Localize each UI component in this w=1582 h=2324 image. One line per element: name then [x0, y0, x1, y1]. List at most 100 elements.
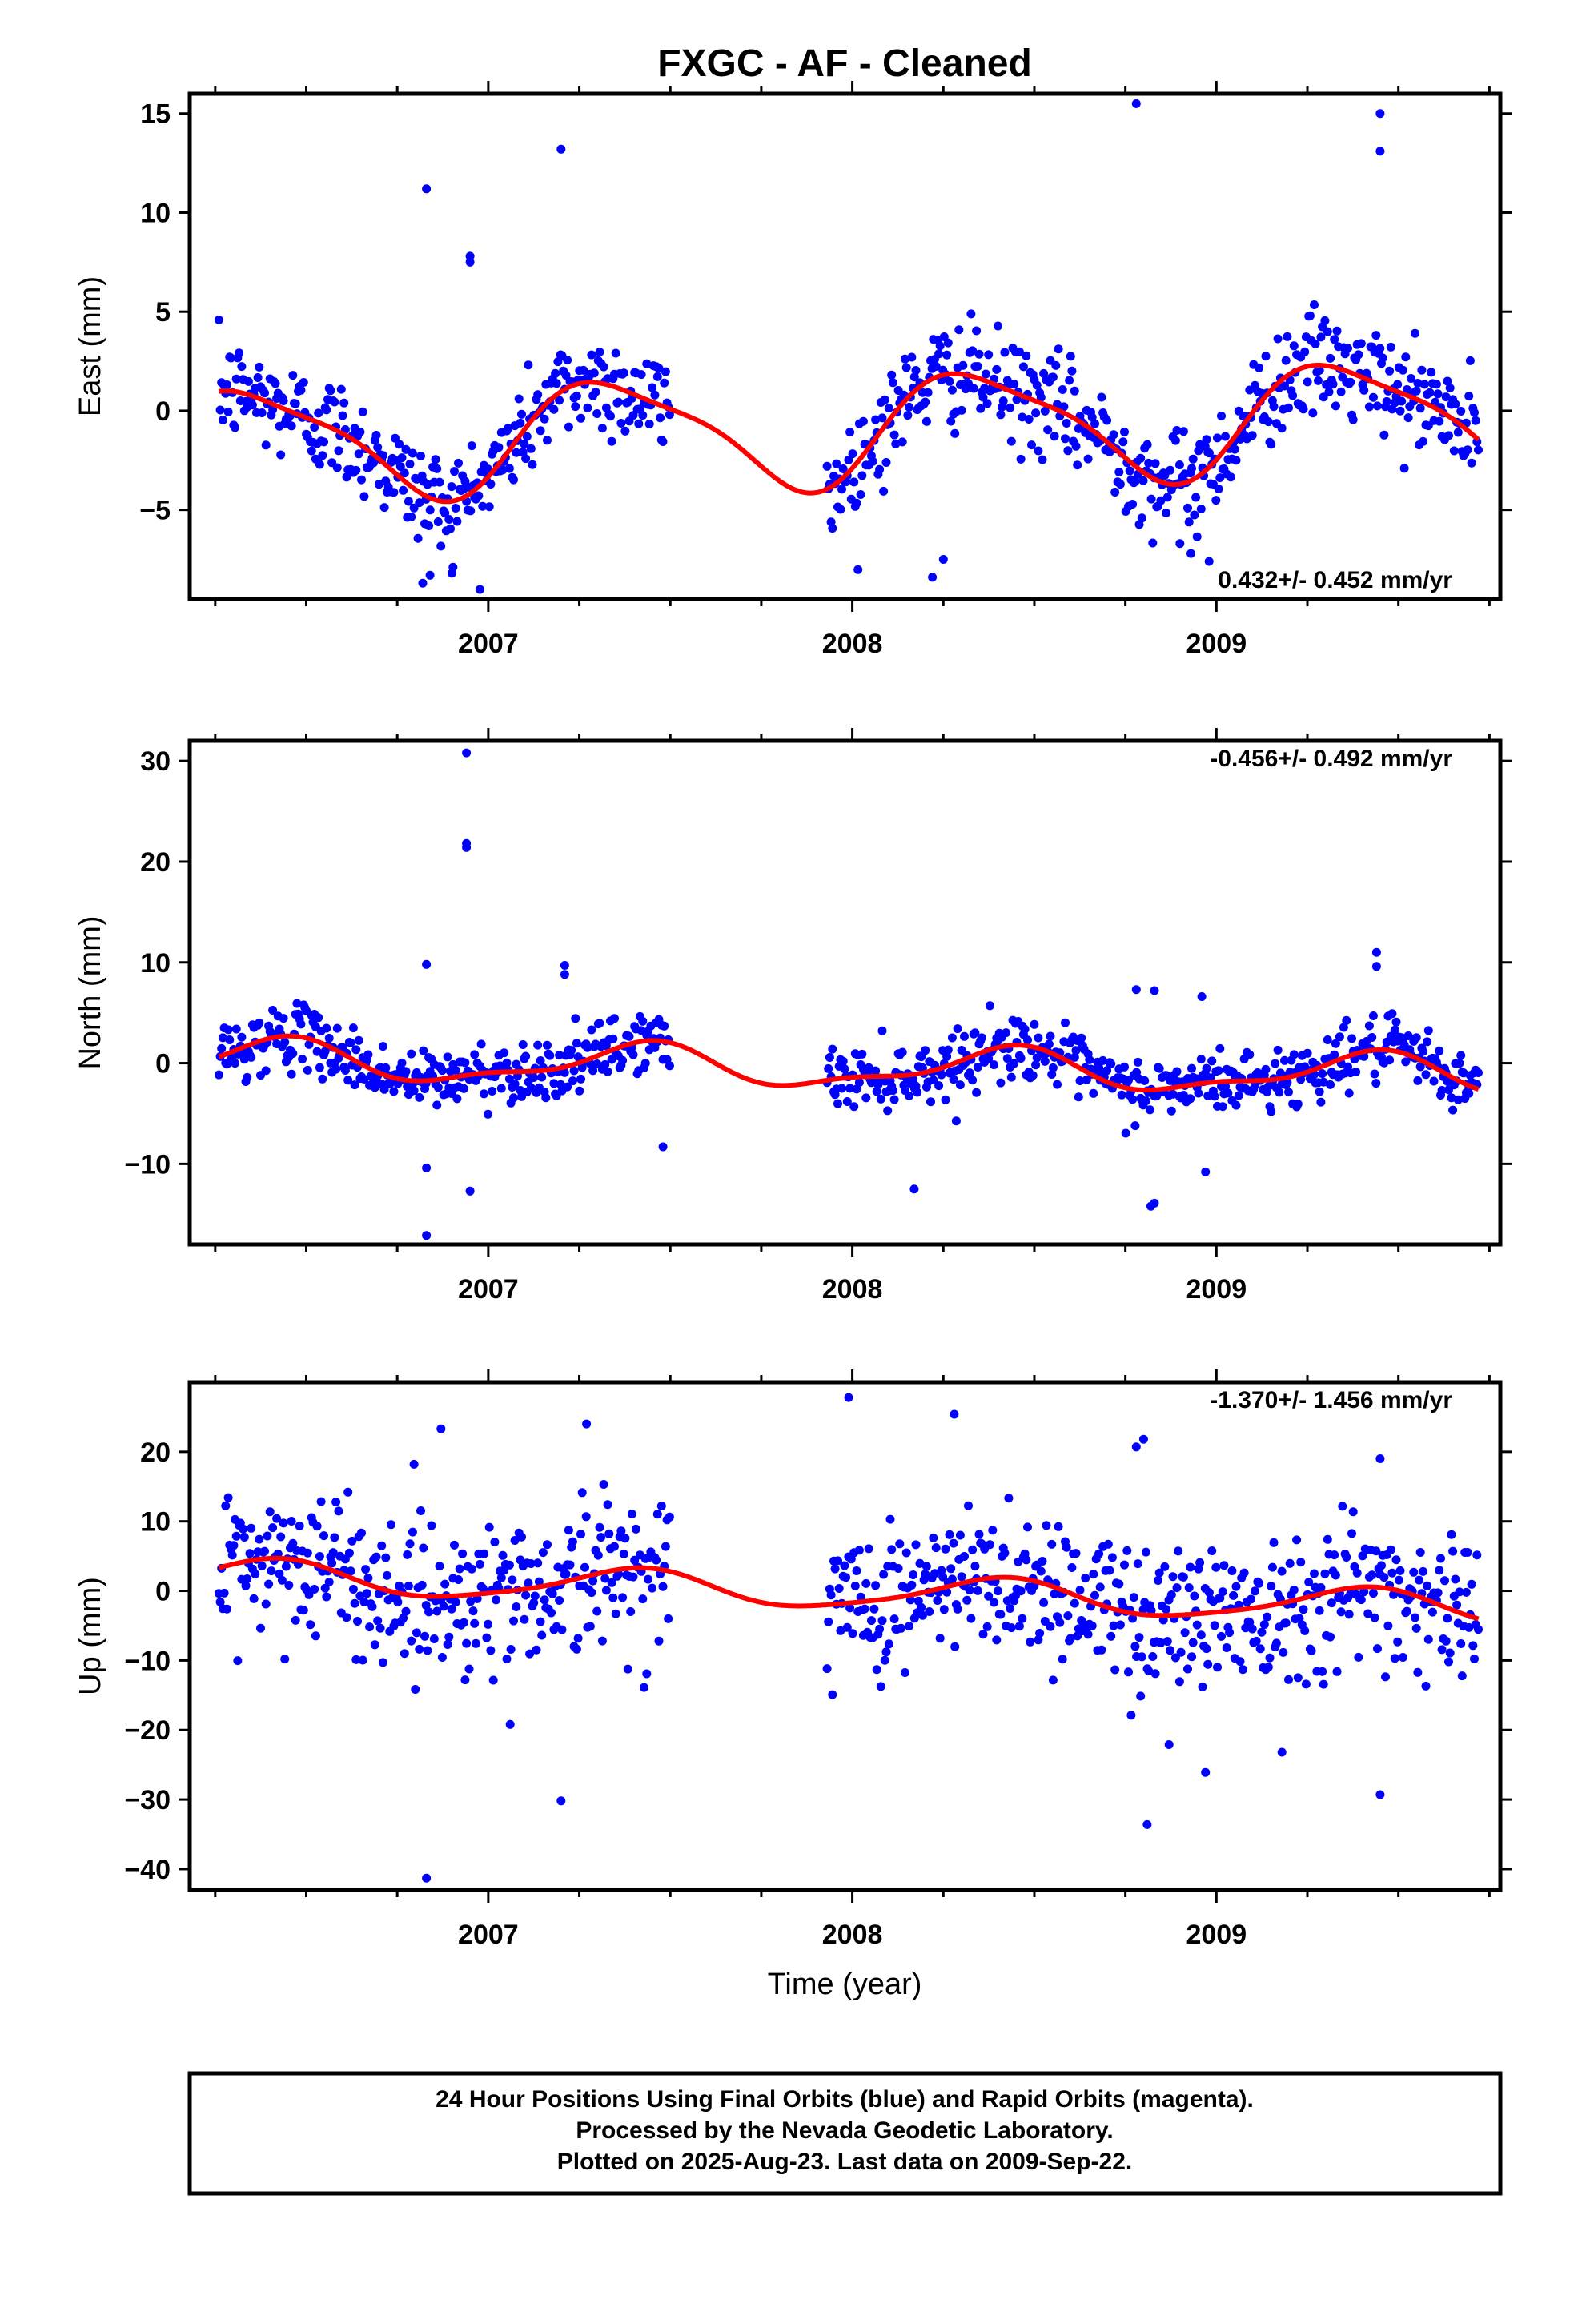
data-point [432, 464, 442, 473]
data-point [1245, 1050, 1255, 1059]
data-point [437, 1066, 447, 1076]
data-point [864, 1544, 873, 1554]
data-point [830, 1564, 840, 1574]
data-point [1363, 1609, 1373, 1618]
data-point [1436, 1554, 1445, 1563]
data-point [1293, 1100, 1303, 1108]
data-point [972, 326, 982, 336]
data-point [857, 1049, 867, 1059]
data-point [405, 460, 415, 468]
data-point [1320, 316, 1330, 325]
data-point [1156, 1638, 1166, 1647]
data-point [834, 1584, 844, 1593]
data-point [455, 1564, 464, 1574]
data-point [1267, 1582, 1276, 1591]
data-point [1255, 1644, 1265, 1654]
data-point [1006, 403, 1015, 412]
data-point [1071, 441, 1081, 451]
data-point [607, 436, 616, 446]
data-point [984, 1591, 994, 1601]
data-point [231, 374, 241, 384]
data-point [373, 1616, 383, 1626]
data-point [363, 1574, 373, 1582]
data-point [271, 379, 280, 388]
data-point [638, 1016, 648, 1026]
data-point [1191, 493, 1201, 502]
outlier-point [422, 959, 432, 969]
data-point [915, 1558, 925, 1568]
data-point [569, 1066, 579, 1076]
data-point [1336, 1607, 1346, 1617]
data-point [415, 1644, 424, 1654]
data-point [446, 524, 455, 533]
data-point [871, 415, 881, 424]
data-point [597, 424, 607, 433]
data-point [500, 1048, 509, 1058]
data-point [1356, 1595, 1366, 1605]
data-point [1098, 1055, 1108, 1065]
data-point [518, 1040, 528, 1049]
data-point [1339, 1023, 1348, 1032]
y-tick-label: 10 [140, 198, 171, 228]
y-tick-label: −10 [124, 1646, 171, 1676]
data-point [567, 1046, 576, 1055]
data-point [966, 309, 976, 319]
data-point [1016, 1054, 1026, 1063]
data-point [1269, 402, 1279, 412]
data-point [624, 1031, 634, 1041]
data-point [610, 1542, 619, 1551]
data-point [362, 1589, 371, 1598]
data-point [603, 1067, 612, 1076]
data-point [970, 1562, 980, 1571]
data-point [1071, 1046, 1081, 1055]
data-point [389, 1087, 399, 1096]
data-point [1332, 326, 1342, 336]
data-point [239, 1533, 249, 1542]
data-point [1316, 332, 1326, 342]
data-point [875, 464, 885, 474]
data-point [408, 448, 417, 458]
data-point [264, 1579, 274, 1589]
data-point [962, 1595, 972, 1605]
data-point [1441, 1636, 1451, 1646]
data-point [466, 1597, 476, 1606]
data-point [1196, 505, 1206, 513]
data-point [1016, 1586, 1026, 1596]
data-point [1377, 1561, 1386, 1570]
outlier-point [560, 970, 569, 979]
data-point [510, 1536, 520, 1545]
data-point [525, 1649, 535, 1659]
data-point [1094, 1549, 1104, 1558]
data-point [949, 1538, 958, 1548]
data-point [1288, 391, 1298, 400]
data-point [1445, 384, 1455, 392]
data-point [1338, 1502, 1347, 1511]
data-point [1386, 342, 1395, 352]
data-point [243, 376, 253, 386]
data-point [1109, 430, 1118, 440]
data-point [1218, 1587, 1227, 1597]
data-point [913, 1088, 922, 1097]
data-point [917, 1052, 926, 1062]
data-point [1026, 1637, 1035, 1647]
data-point [824, 1617, 833, 1626]
data-point [225, 1035, 235, 1044]
data-point [1261, 352, 1271, 361]
data-point [1202, 435, 1211, 444]
data-point [945, 1530, 954, 1539]
data-point [587, 1588, 596, 1598]
data-point [484, 502, 494, 512]
data-point [533, 1558, 543, 1568]
data-point [1172, 426, 1182, 435]
data-point [921, 397, 930, 407]
data-point [247, 1523, 256, 1533]
data-point [292, 999, 302, 1008]
data-point [1263, 417, 1273, 427]
data-point [601, 1586, 611, 1595]
data-point [1267, 1107, 1276, 1116]
data-point [564, 1526, 573, 1535]
data-point [640, 1683, 648, 1692]
data-point [1348, 1507, 1358, 1517]
data-point [399, 1614, 408, 1623]
data-point [877, 413, 887, 423]
